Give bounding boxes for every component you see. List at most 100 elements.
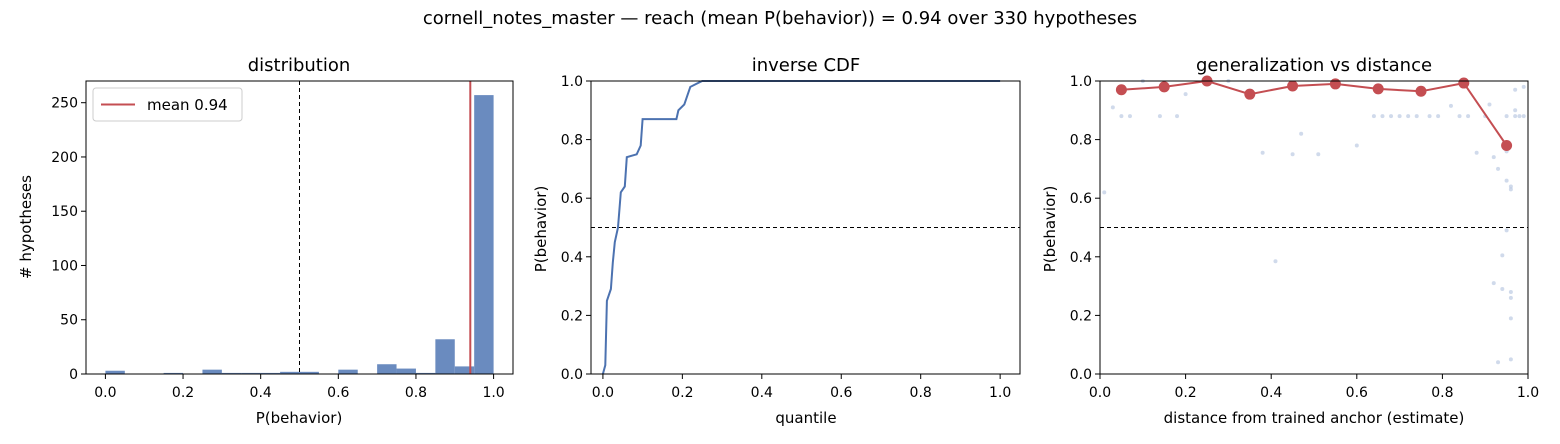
binned-mean-marker — [1501, 139, 1513, 151]
x-tick-label: 0.0 — [592, 385, 614, 401]
inverse-cdf-plot-area — [591, 80, 1020, 375]
distribution-xlabel: P(behavior) — [256, 409, 343, 427]
scatter-point — [1513, 114, 1518, 119]
y-tick-label: 0.4 — [561, 250, 583, 266]
y-tick-label: 0.8 — [1070, 133, 1092, 149]
scatter-point — [1496, 360, 1501, 365]
y-tick-label: 250 — [51, 96, 78, 112]
x-tick-label: 0.4 — [751, 385, 773, 401]
scatter-point — [1474, 150, 1479, 155]
y-tick-label: 150 — [51, 204, 78, 220]
scatter-point — [1273, 259, 1278, 264]
histogram-bar — [241, 372, 261, 374]
x-tick-label: 0.2 — [671, 385, 693, 401]
x-tick-label: 0.0 — [94, 385, 116, 401]
scatter-point — [1175, 114, 1180, 119]
panel-inverse-cdf: inverse CDF 0.0 0.2 0.4 0.6 0.8 1.0 0.0 0.2 0.4… — [532, 55, 1021, 427]
scatter-point — [1157, 114, 1162, 119]
scatter-point — [1508, 295, 1513, 300]
histogram-bar — [202, 369, 222, 374]
histogram-bar — [474, 95, 494, 374]
generalization-y-ticks: 0.0 0.2 0.4 0.6 0.8 1.0 — [1070, 74, 1100, 383]
generalization-x-ticks: 0.0 0.2 0.4 0.6 0.8 1.0 — [1089, 374, 1539, 401]
y-tick-label: 100 — [51, 258, 78, 274]
inverse-cdf-line — [601, 80, 1001, 375]
scatter-point — [1427, 114, 1432, 119]
panel-distribution: distribution 0.0 0.2 0.4 0.6 0.8 1.0 0 50 100 15… — [17, 55, 514, 427]
scatter-point — [1102, 190, 1107, 195]
scatter-point — [1448, 103, 1453, 108]
y-tick-label: 0.6 — [1070, 191, 1092, 207]
scatter-point — [1354, 143, 1359, 148]
y-tick-label: 0.4 — [1070, 250, 1092, 266]
inverse-cdf-x-ticks: 0.0 0.2 0.4 0.6 0.8 1.0 — [592, 374, 1011, 401]
histogram-bar — [435, 339, 455, 374]
scatter-point — [1183, 92, 1188, 97]
scatter-point — [1513, 108, 1518, 113]
x-tick-label: 0.4 — [250, 385, 272, 401]
x-tick-label: 0.2 — [172, 385, 194, 401]
inverse-cdf-title: inverse CDF — [752, 55, 861, 76]
x-tick-label: 0.6 — [1346, 385, 1368, 401]
inverse-cdf-axes-frame — [590, 80, 1021, 375]
scatter-point — [1496, 166, 1501, 171]
scatter-point — [1521, 84, 1526, 89]
y-tick-label: 0.8 — [561, 133, 583, 149]
distribution-axes-frame — [85, 80, 514, 375]
generalization-axes-frame — [1099, 80, 1529, 375]
y-tick-label: 0.0 — [1070, 367, 1092, 383]
y-tick-label: 1.0 — [561, 74, 583, 90]
y-tick-label: 0 — [69, 367, 78, 383]
scatter-point — [1290, 152, 1295, 157]
scatter-point — [1491, 281, 1496, 286]
y-tick-label: 50 — [60, 313, 78, 329]
histogram-bar — [299, 371, 319, 374]
scatter-point — [1119, 114, 1124, 119]
binned-mean-marker — [1415, 85, 1427, 97]
histogram-bar — [338, 369, 358, 374]
x-tick-label: 0.2 — [1174, 385, 1196, 401]
scatter-point — [1397, 114, 1402, 119]
x-tick-label: 0.8 — [405, 385, 427, 401]
generalization-xlabel: distance from trained anchor (estimate) — [1164, 409, 1465, 427]
binned-mean-marker — [1372, 83, 1384, 95]
scatter-point — [1316, 152, 1321, 157]
scatter-point — [1521, 114, 1526, 119]
scatter-point — [1508, 184, 1513, 189]
generalization-title: generalization vs distance — [1196, 55, 1432, 76]
panel-generalization: generalization vs distance 0.0 0.2 0.4 0.6 0… — [1041, 55, 1539, 427]
x-tick-label: 1.0 — [989, 385, 1011, 401]
distribution-legend: mean 0.94 — [92, 87, 243, 122]
scatter-point — [1508, 316, 1513, 321]
scatter-point — [1406, 114, 1411, 119]
y-tick-label: 200 — [51, 150, 78, 166]
scatter-point — [1513, 87, 1518, 92]
scatter-point — [1127, 114, 1132, 119]
scatter-point — [1508, 357, 1513, 362]
scatter-point — [1508, 187, 1513, 192]
histogram-bar — [105, 370, 125, 374]
histogram-bar — [415, 372, 436, 374]
scatter-point — [1517, 114, 1522, 119]
inverse-cdf-ylabel: P(behavior) — [532, 186, 550, 273]
scatter-point — [1299, 131, 1304, 136]
x-tick-label: 0.6 — [830, 385, 852, 401]
x-tick-label: 1.0 — [482, 385, 504, 401]
y-tick-label: 0.6 — [561, 191, 583, 207]
scatter-point — [1500, 253, 1505, 258]
scatter-point — [1504, 178, 1509, 183]
scatter-point — [1260, 150, 1265, 155]
x-tick-label: 1.0 — [1517, 385, 1539, 401]
scatter-point — [1487, 102, 1492, 107]
legend-mean-label: mean 0.94 — [147, 96, 228, 114]
scatter-point — [1414, 114, 1419, 119]
binned-mean-marker — [1244, 88, 1256, 100]
scatter-point — [1457, 114, 1462, 119]
figure-suptitle: cornell_notes_master — reach (mean P(beh… — [423, 8, 1137, 29]
scatter-point — [1466, 114, 1471, 119]
scatter-point — [1436, 114, 1441, 119]
legend-box — [92, 87, 243, 122]
distribution-x-ticks: 0.0 0.2 0.4 0.6 0.8 1.0 — [94, 374, 505, 401]
x-tick-label: 0.4 — [1260, 385, 1282, 401]
